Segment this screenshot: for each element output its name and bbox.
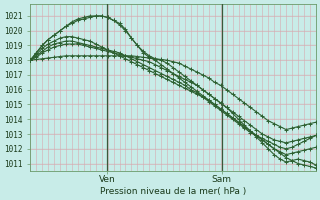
X-axis label: Pression niveau de la mer( hPa ): Pression niveau de la mer( hPa ) bbox=[100, 187, 246, 196]
